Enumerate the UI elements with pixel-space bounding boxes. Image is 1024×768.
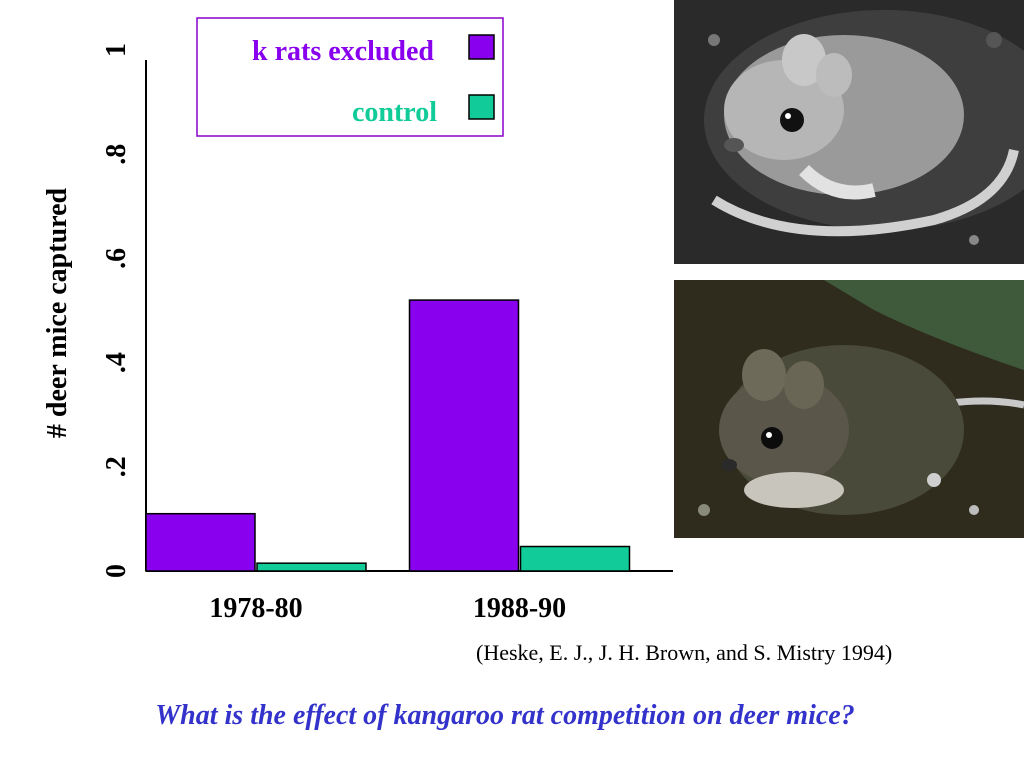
legend-label-k-rats-excluded: k rats excluded [252, 36, 434, 67]
y-axis-title: # deer mice captured [42, 188, 73, 439]
deer-mouse-photo [674, 280, 1024, 538]
x-category-labels: 1978-80 1988-90 [209, 593, 566, 624]
y-tick-label: .6 [101, 248, 132, 269]
deer-mouse-icon [674, 280, 1024, 538]
question-text: What is the effect of kangaroo rat compe… [155, 700, 855, 731]
legend-swatch-control [468, 94, 495, 120]
kangaroo-rat-photo [674, 0, 1024, 264]
x-category-label: 1978-80 [209, 593, 302, 624]
y-tick-label: .4 [101, 352, 132, 373]
legend-swatch-k-rats-excluded [468, 34, 495, 60]
y-tick-label: 0 [101, 564, 132, 578]
citation-text: (Heske, E. J., J. H. Brown, and S. Mistr… [476, 640, 893, 665]
y-tick-label: .2 [101, 456, 132, 477]
x-category-label: 1988-90 [473, 593, 566, 624]
bar-k-rats-excluded-1988-90 [408, 299, 520, 572]
legend: k rats excluded control [196, 17, 504, 137]
chart-bars [145, 299, 631, 572]
bar-k-rats-excluded-1978-80 [145, 512, 256, 572]
legend-label-control: control [352, 97, 437, 128]
bar-control-1988-90 [519, 545, 631, 572]
bar-control-1978-80 [256, 562, 367, 572]
kangaroo-rat-icon [674, 0, 1024, 264]
y-tick-labels: 0 .2 .4 .6 .8 1 [101, 43, 132, 578]
y-tick-label: .8 [101, 144, 132, 165]
legend-box [196, 17, 504, 137]
y-tick-label: 1 [101, 43, 132, 57]
